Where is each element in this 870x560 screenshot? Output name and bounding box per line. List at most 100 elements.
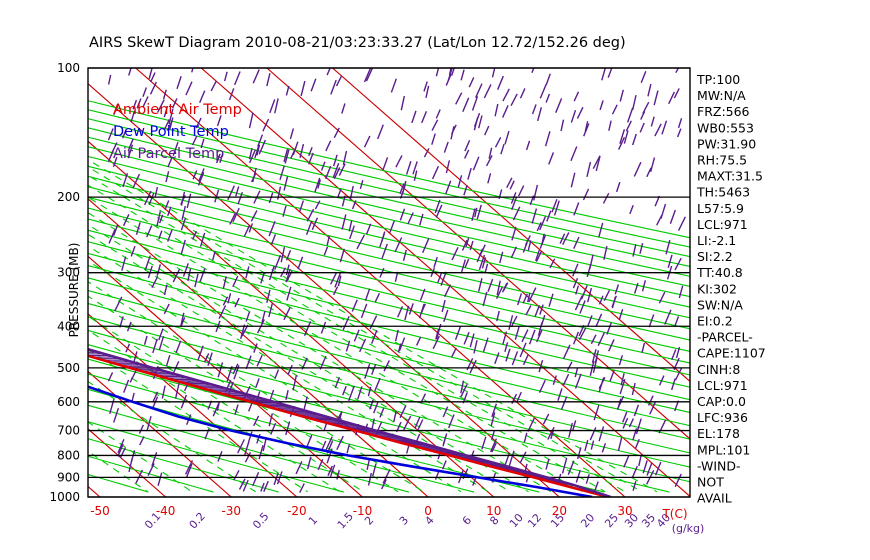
- wind-barb: [591, 349, 597, 363]
- wind-barb: [631, 94, 637, 111]
- wind-barb: [222, 296, 229, 306]
- parameter-item: L57:5.9: [697, 201, 744, 216]
- wind-barb: [290, 147, 297, 159]
- wind-barb: [447, 68, 453, 82]
- wind-barb: [658, 291, 666, 304]
- wind-barb: [394, 271, 399, 282]
- wind-barb: [161, 385, 166, 399]
- wind-barb: [443, 284, 452, 298]
- wind-barb: [405, 161, 412, 175]
- wind-barb: [670, 378, 676, 391]
- page-title: AIRS SkewT Diagram 2010-08-21/03:23:33.2…: [89, 35, 626, 51]
- wind-barb: [250, 210, 258, 222]
- dry-adiabat-line: [88, 277, 690, 427]
- wind-barb: [151, 452, 158, 467]
- wind-barb: [376, 124, 384, 140]
- wind-barb: [595, 156, 601, 172]
- wind-barb: [252, 167, 257, 183]
- wind-barb: [163, 303, 170, 315]
- wind-barb: [268, 220, 276, 237]
- wind-barb: [217, 450, 223, 462]
- wind-barb: [232, 207, 240, 223]
- wind-barb: [483, 84, 492, 99]
- wind-barb: [348, 220, 353, 232]
- dry-adiabat-line: [88, 421, 344, 493]
- wind-barb: [413, 170, 418, 181]
- wind-barb: [147, 463, 155, 476]
- wind-barb: [545, 93, 551, 103]
- parameter-item: CAPE:1107: [697, 346, 766, 361]
- wind-barb: [268, 192, 274, 204]
- wind-barb: [317, 179, 322, 189]
- wind-barb: [538, 360, 544, 373]
- mixing-ratio-axis-label: (g/kg): [672, 522, 705, 535]
- wind-barb: [338, 163, 346, 176]
- isotherm-line: [135, 68, 626, 497]
- dry-adiabat-line: [88, 118, 690, 258]
- wind-barb: [123, 379, 130, 393]
- wind-barb: [590, 334, 597, 345]
- wind-barb: [172, 98, 178, 109]
- wind-barb: [586, 287, 593, 303]
- wind-barb: [647, 395, 654, 406]
- wind-barb: [535, 249, 540, 262]
- wind-barb: [407, 212, 414, 225]
- wind-barb: [457, 175, 463, 188]
- wind-barb: [195, 117, 202, 129]
- wind-barb: [631, 382, 636, 396]
- wind-barb: [539, 304, 544, 315]
- dry-adiabat-line: [88, 252, 690, 401]
- wind-barb: [514, 325, 520, 340]
- pressure-tick-label: 300: [57, 266, 80, 280]
- wind-barb: [578, 327, 587, 341]
- wind-barb: [336, 435, 344, 450]
- wind-barb: [245, 355, 252, 370]
- parameter-item: LCL:971: [697, 217, 748, 232]
- wind-barb: [618, 308, 624, 320]
- wind-barb: [504, 452, 511, 465]
- wind-barb: [441, 460, 447, 470]
- wind-barb: [458, 469, 464, 484]
- sounding-curve: [88, 385, 593, 497]
- wind-barb: [172, 360, 180, 374]
- wind-barb: [562, 344, 571, 359]
- wind-barb: [517, 185, 525, 197]
- wind-barb: [677, 216, 686, 231]
- wind-barb: [107, 74, 112, 85]
- wind-barb: [476, 204, 482, 220]
- wind-barb: [114, 296, 123, 312]
- wind-barb: [539, 83, 547, 99]
- wind-barb: [150, 72, 156, 83]
- wind-barb: [112, 224, 119, 236]
- wind-barb: [127, 138, 134, 152]
- parameter-item: LCL:971: [697, 378, 748, 393]
- wind-barb: [491, 403, 498, 418]
- bottom-temp-tick-label: 10: [486, 504, 501, 518]
- wind-barb: [417, 419, 424, 430]
- wind-barb: [510, 93, 518, 107]
- wind-barb: [166, 122, 172, 131]
- wind-barb: [268, 303, 273, 318]
- wind-barb: [163, 119, 170, 131]
- wind-barb: [633, 161, 642, 177]
- wind-barb: [285, 421, 291, 436]
- wind-barb: [143, 335, 148, 345]
- wind-barb: [474, 207, 478, 218]
- wind-barb: [142, 96, 149, 107]
- wind-barb: [270, 422, 277, 435]
- wind-barb: [260, 482, 265, 492]
- wind-barb: [560, 119, 565, 132]
- wind-barb: [367, 386, 372, 397]
- wind-barb: [419, 288, 426, 301]
- wind-barb: [274, 254, 282, 270]
- wind-barb: [244, 441, 250, 456]
- wind-barb: [460, 384, 468, 398]
- wind-barb: [185, 463, 193, 478]
- parameter-item: EL:178: [697, 426, 740, 441]
- wind-barb: [522, 293, 528, 304]
- wind-barb: [618, 355, 624, 366]
- wind-barb: [494, 352, 500, 365]
- wind-barb: [228, 88, 235, 101]
- dry-adiabat-line: [88, 438, 279, 493]
- wind-barb: [132, 99, 138, 110]
